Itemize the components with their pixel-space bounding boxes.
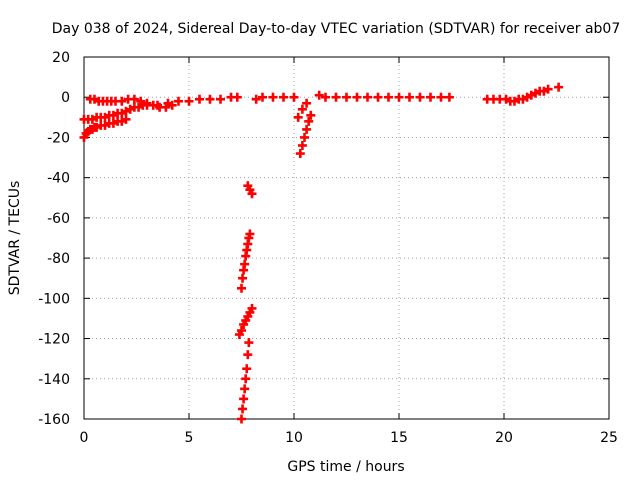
x-tick-label: 25 [600,430,618,446]
data-point [297,104,307,114]
data-point [384,92,393,102]
data-point [238,273,248,283]
x-tick-label: 10 [285,430,303,446]
data-point [240,259,250,269]
plot-frame [83,56,610,420]
data-point [240,384,250,394]
data-point [136,96,146,106]
data-point [279,92,288,102]
data-point [251,94,261,104]
data-point [342,92,351,102]
y-tick-label: -160 [38,412,70,428]
data-point [300,132,309,142]
data-point [239,394,249,404]
y-tick-label: -20 [47,130,70,146]
data-point [247,303,257,313]
data-point [237,283,246,293]
data-point [394,92,404,102]
data-point [243,350,253,360]
x-tick-label: 20 [495,430,513,446]
y-tick-label: 0 [61,90,70,106]
y-tick-label: -140 [38,372,70,388]
data-point [216,94,225,104]
data-point [554,82,564,92]
data-point [352,92,362,102]
data-point [244,338,254,348]
data-point [237,326,246,336]
data-point [373,92,383,102]
data-point [363,92,372,102]
chart-title: Day 038 of 2024, Sidereal Day-to-day VTE… [52,21,621,37]
x-tick-label: 15 [390,430,408,446]
data-point [205,94,215,104]
data-point [331,92,341,102]
data-point [184,96,194,106]
y-tick-label: 20 [52,50,70,66]
data-point [444,92,454,102]
data-point [268,92,278,102]
x-axis-title: GPS time / hours [287,459,404,475]
data-point [241,374,251,384]
axis-ticks: 0 5 10 15 20 25 20 0 -20 -40 -60 -80 -100 -120 -140 -16… [38,50,618,446]
data-point [237,414,246,424]
data-point [415,92,425,102]
data-point [314,90,324,100]
data-point [238,404,248,414]
data-point [321,92,330,102]
data-point [302,124,312,134]
y-tick-label: -120 [38,332,70,348]
data-point [129,94,139,104]
data-point [195,94,204,104]
grid [84,57,609,419]
data-point [426,92,435,102]
y-tick-label: -80 [47,251,70,267]
data-point [247,189,257,199]
data-point [242,364,252,374]
data-point [304,116,314,126]
data-point [405,92,414,102]
data-point [306,110,316,120]
data-point [142,98,152,108]
data-point [302,98,312,108]
data-points [79,82,564,424]
data-point [117,96,127,106]
data-point [295,149,305,159]
data-point [258,92,267,102]
data-point [148,100,158,110]
y-axis-title: SDTVAR / TECUs [7,181,23,296]
data-point [293,112,303,122]
data-point [543,84,553,94]
data-point [121,114,131,124]
data-point [289,92,299,102]
data-point [174,96,183,106]
y-tick-label: -100 [38,291,70,307]
data-point [161,102,171,112]
data-point [436,92,446,102]
y-tick-label: -40 [47,171,70,187]
x-tick-label: 0 [80,430,89,446]
data-point [245,229,255,239]
data-point [232,92,242,102]
y-tick-label: -60 [47,211,70,227]
data-point [167,100,177,110]
data-point [297,140,307,150]
x-tick-label: 5 [185,430,194,446]
